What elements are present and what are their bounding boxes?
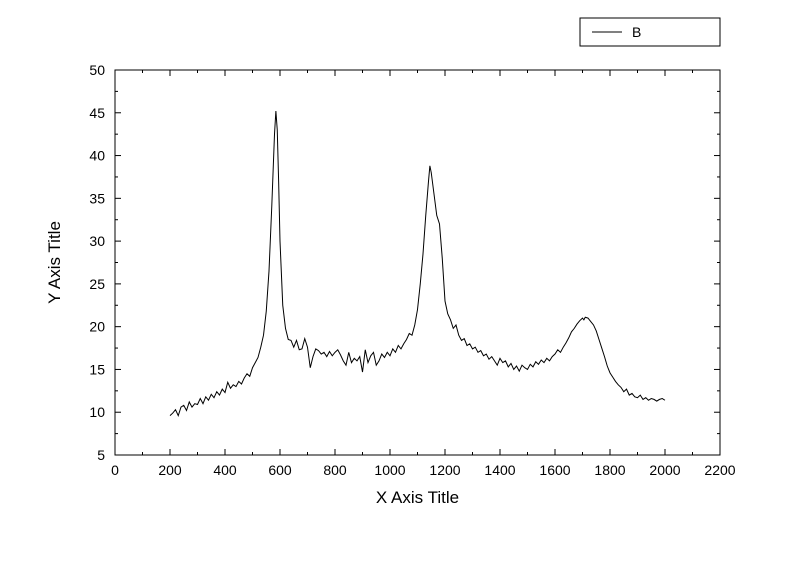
svg-text:1800: 1800 bbox=[594, 462, 625, 478]
svg-text:15: 15 bbox=[89, 361, 105, 377]
svg-text:800: 800 bbox=[323, 462, 347, 478]
chart-container: 0 200 400 600 800 1000 1200 1400 1600 1800 2000 220… bbox=[0, 0, 800, 565]
svg-text:30: 30 bbox=[89, 233, 105, 249]
legend: B bbox=[580, 18, 720, 46]
svg-text:5: 5 bbox=[97, 447, 105, 463]
svg-text:200: 200 bbox=[158, 462, 182, 478]
svg-text:50: 50 bbox=[89, 62, 105, 78]
x-tick-labels: 0 200 400 600 800 1000 1200 1400 1600 1800 2000 220… bbox=[111, 462, 736, 478]
svg-text:45: 45 bbox=[89, 105, 105, 121]
y-axis-title: Y Axis Title bbox=[45, 221, 64, 304]
svg-text:40: 40 bbox=[89, 148, 105, 164]
legend-item-label: B bbox=[632, 24, 641, 40]
svg-text:1000: 1000 bbox=[374, 462, 405, 478]
svg-text:600: 600 bbox=[268, 462, 292, 478]
svg-text:10: 10 bbox=[89, 404, 105, 420]
svg-text:20: 20 bbox=[89, 319, 105, 335]
svg-text:2200: 2200 bbox=[704, 462, 735, 478]
svg-text:25: 25 bbox=[89, 276, 105, 292]
svg-text:1400: 1400 bbox=[484, 462, 515, 478]
x-axis-title: X Axis Title bbox=[376, 488, 459, 507]
svg-text:35: 35 bbox=[89, 190, 105, 206]
svg-text:0: 0 bbox=[111, 462, 119, 478]
y-tick-labels: 5 10 15 20 25 30 35 40 45 50 bbox=[89, 62, 105, 463]
svg-text:1600: 1600 bbox=[539, 462, 570, 478]
line-chart: 0 200 400 600 800 1000 1200 1400 1600 1800 2000 220… bbox=[0, 0, 800, 565]
svg-text:1200: 1200 bbox=[429, 462, 460, 478]
svg-text:400: 400 bbox=[213, 462, 237, 478]
svg-text:2000: 2000 bbox=[649, 462, 680, 478]
